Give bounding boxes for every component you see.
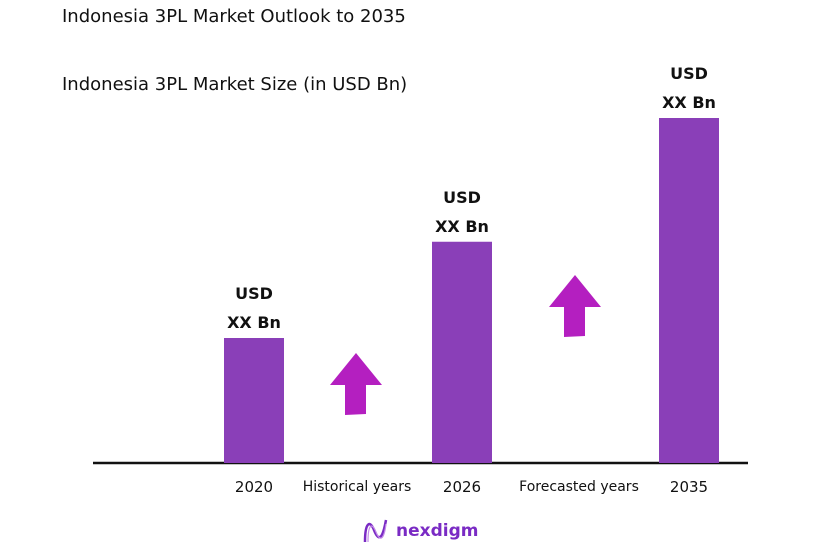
chart-title: Indonesia 3PL Market Outlook to 2035 xyxy=(62,6,406,27)
data-label-line1: USD xyxy=(443,188,481,207)
period-label: Historical years xyxy=(303,479,412,495)
growth-arrow-icon xyxy=(549,275,601,337)
logo-wave-icon xyxy=(363,519,388,543)
nexdigm-logo: nexdigm xyxy=(362,518,478,544)
logo-text: nexdigm xyxy=(396,521,479,541)
growth-arrow-icon xyxy=(330,353,382,415)
bar-2035 xyxy=(659,118,719,463)
bar-2020 xyxy=(224,338,284,463)
data-label-line2: XX Bn xyxy=(227,313,281,332)
x-tick-label: 2035 xyxy=(670,478,708,496)
data-label-line2: XX Bn xyxy=(435,217,489,236)
data-label-line1: USD xyxy=(670,64,708,83)
x-tick-label: 2020 xyxy=(235,478,273,496)
bar-2026 xyxy=(432,241,492,463)
data-label-line2: XX Bn xyxy=(662,93,716,112)
chart-subtitle: Indonesia 3PL Market Size (in USD Bn) xyxy=(62,74,408,95)
data-label-line1: USD xyxy=(235,284,273,303)
period-label: Forecasted years xyxy=(519,479,639,495)
x-tick-label: 2026 xyxy=(443,478,481,496)
